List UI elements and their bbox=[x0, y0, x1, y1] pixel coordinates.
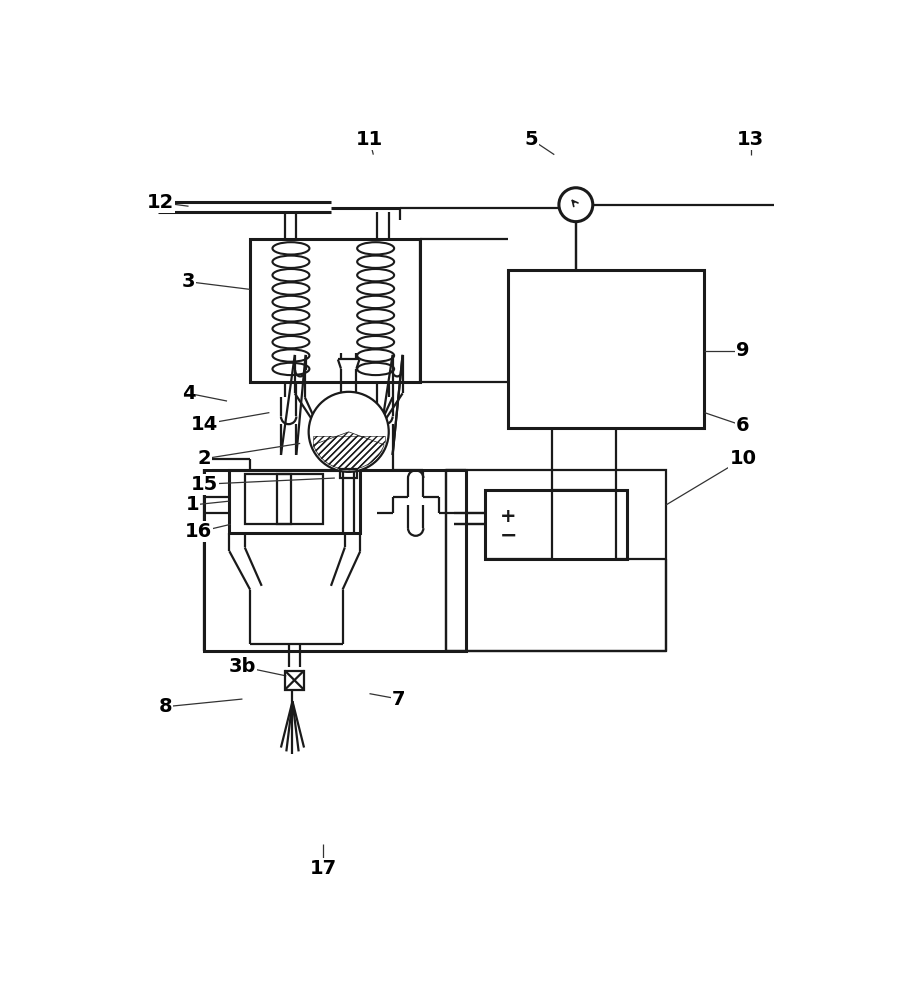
Text: −: − bbox=[500, 526, 517, 546]
Text: 2: 2 bbox=[197, 449, 211, 468]
Text: 6: 6 bbox=[736, 416, 749, 435]
Text: 16: 16 bbox=[185, 522, 212, 541]
Text: 17: 17 bbox=[310, 859, 337, 878]
Circle shape bbox=[559, 188, 593, 222]
Text: 11: 11 bbox=[356, 130, 383, 149]
Text: +: + bbox=[500, 507, 517, 526]
Bar bbox=[312, 436, 385, 470]
Text: 1: 1 bbox=[186, 495, 199, 514]
Text: 4: 4 bbox=[182, 384, 195, 403]
Text: 14: 14 bbox=[190, 415, 217, 434]
Text: 3: 3 bbox=[182, 272, 195, 291]
Bar bbox=[485, 490, 627, 559]
Bar bbox=[340, 469, 357, 478]
Text: 8: 8 bbox=[158, 697, 172, 716]
Text: 9: 9 bbox=[736, 342, 749, 360]
Bar bbox=[508, 270, 704, 428]
Bar bbox=[446, 470, 666, 651]
Circle shape bbox=[309, 392, 389, 472]
Bar bbox=[229, 470, 360, 533]
Text: 12: 12 bbox=[147, 193, 174, 212]
Bar bbox=[244, 474, 291, 524]
Bar bbox=[250, 239, 420, 382]
Text: 5: 5 bbox=[524, 130, 538, 149]
Bar bbox=[204, 470, 466, 651]
Text: 15: 15 bbox=[190, 475, 217, 494]
Bar bbox=[285, 671, 304, 690]
Text: 3b: 3b bbox=[229, 657, 256, 676]
Text: 7: 7 bbox=[392, 690, 405, 709]
Text: 13: 13 bbox=[737, 130, 764, 149]
Text: 10: 10 bbox=[729, 449, 757, 468]
Bar bbox=[277, 474, 323, 524]
